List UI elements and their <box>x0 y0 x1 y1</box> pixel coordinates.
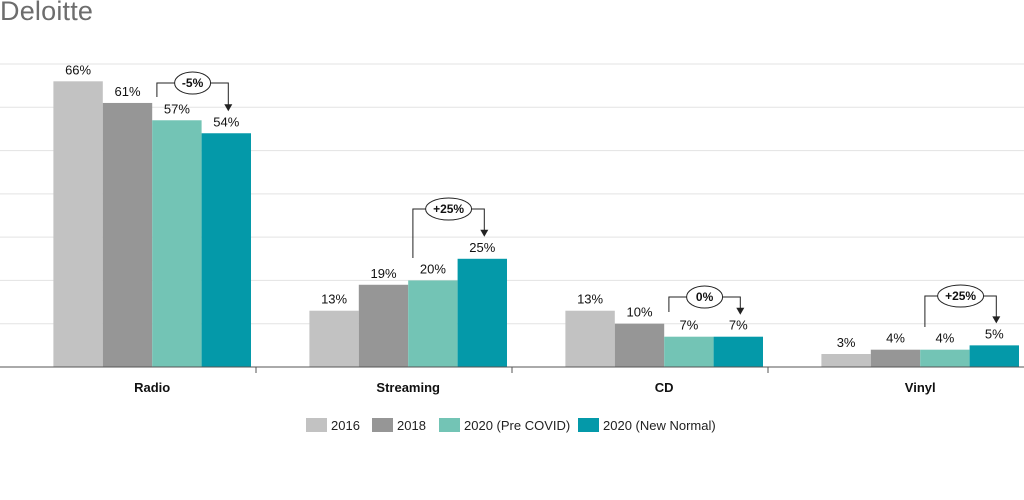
data-label: 7% <box>729 318 748 333</box>
legend-swatch-2018 <box>372 418 393 432</box>
category-label: Radio <box>134 380 170 395</box>
data-label: 25% <box>469 240 495 255</box>
data-label: 5% <box>985 326 1004 341</box>
data-label: 57% <box>164 101 190 116</box>
change-badge <box>937 284 985 308</box>
bar-cd-2016 <box>565 310 615 367</box>
data-label: 10% <box>626 305 652 320</box>
legend-swatch-2020-new-normal <box>578 418 599 432</box>
bar-radio-2018 <box>102 102 153 367</box>
category-label: CD <box>655 380 674 395</box>
bar-radio-2020-new-normal <box>201 133 251 367</box>
change-arrow-icon <box>736 307 745 315</box>
data-label: 13% <box>577 292 603 307</box>
data-label: 3% <box>837 335 856 350</box>
change-badge <box>425 197 473 221</box>
legend-label: 2020 (New Normal) <box>603 418 716 433</box>
change-label: 0% <box>696 290 714 304</box>
brand-logo: Deloitte <box>0 0 94 26</box>
data-label: 7% <box>680 318 699 333</box>
category-label: Streaming <box>376 380 440 395</box>
legend-label: 2016 <box>331 418 360 433</box>
bar-radio-2016 <box>53 81 103 368</box>
data-label: 19% <box>370 266 396 281</box>
change-arrow-icon <box>224 104 233 112</box>
bar-vinyl-2018 <box>870 349 921 367</box>
data-label: 54% <box>213 114 239 129</box>
data-label: 61% <box>114 84 140 99</box>
change-label: +25% <box>945 289 976 303</box>
bar-vinyl-2016 <box>821 354 871 367</box>
category-label: Vinyl <box>905 380 936 395</box>
data-label: 4% <box>936 331 955 346</box>
legend-swatch-2016 <box>306 418 327 432</box>
bar-streaming-2016 <box>309 310 359 367</box>
bar-streaming-2018 <box>358 284 409 367</box>
data-label: 66% <box>65 62 91 77</box>
change-arrow-icon <box>480 229 489 237</box>
bar-vinyl-2020-new-normal <box>969 345 1019 367</box>
change-arrow-icon <box>992 316 1001 324</box>
bar-cd-2020-pre-covid <box>664 336 714 367</box>
data-label: 4% <box>886 331 905 346</box>
bar-vinyl-2020-pre-covid <box>920 349 970 367</box>
legend-label: 2018 <box>397 418 426 433</box>
change-badge <box>174 71 212 95</box>
change-label: -5% <box>182 76 204 90</box>
legend-swatch-2020-pre-covid <box>439 418 460 432</box>
bar-cd-2018 <box>614 323 665 367</box>
bar-streaming-2020-pre-covid <box>408 280 458 367</box>
bar-streaming-2020-new-normal <box>457 258 507 367</box>
bar-cd-2020-new-normal <box>713 336 763 367</box>
legend-label: 2020 (Pre COVID) <box>464 418 570 433</box>
change-badge <box>686 285 724 309</box>
data-label: 13% <box>321 292 347 307</box>
data-label: 20% <box>420 261 446 276</box>
bar-radio-2020-pre-covid <box>152 120 202 368</box>
change-label: +25% <box>433 202 464 216</box>
